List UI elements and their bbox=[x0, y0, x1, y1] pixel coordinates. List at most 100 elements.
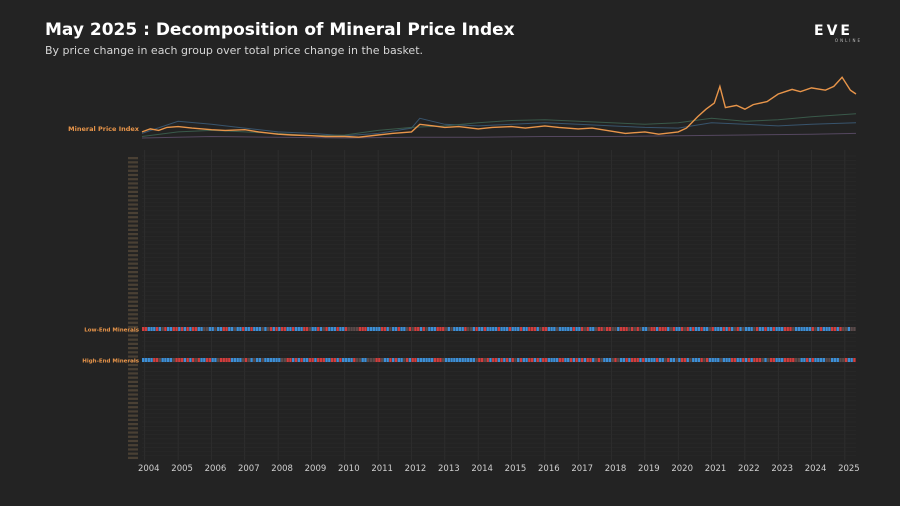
heatmap-cell bbox=[480, 327, 484, 331]
grid-layer bbox=[128, 150, 856, 460]
heatmap-cell bbox=[597, 327, 601, 331]
heatmap-cell bbox=[514, 358, 517, 362]
heatmap-cell bbox=[617, 327, 620, 331]
row-label-marker bbox=[128, 207, 138, 210]
heatmap-cell bbox=[628, 327, 631, 331]
heatmap-cell bbox=[586, 358, 589, 362]
heatmap-cell bbox=[767, 358, 770, 362]
heatmap-cell bbox=[578, 327, 581, 331]
heatmap-cell bbox=[628, 358, 631, 362]
heatmap-cell bbox=[342, 327, 345, 331]
heatmap-cell bbox=[742, 358, 745, 362]
heatmap-cell bbox=[297, 358, 300, 362]
heatmap-cell bbox=[786, 358, 789, 362]
heatmap-cell bbox=[544, 358, 548, 362]
heatmap-cell bbox=[608, 327, 612, 331]
row-label-marker bbox=[128, 216, 138, 219]
chart-title: May 2025 : Decomposition of Mineral Pric… bbox=[45, 20, 515, 40]
heatmap-cell bbox=[367, 327, 370, 331]
heatmap-cell bbox=[703, 327, 706, 331]
heatmap-cell bbox=[783, 327, 787, 331]
heatmap-cell bbox=[575, 327, 578, 331]
heatmap-cell bbox=[350, 358, 353, 362]
heatmap-cell bbox=[567, 327, 570, 331]
row-label-marker bbox=[128, 304, 138, 307]
heatmap-cell bbox=[433, 327, 437, 331]
heatmap-cell bbox=[336, 327, 339, 331]
heatmap-cell bbox=[661, 358, 664, 362]
row-label-marker bbox=[128, 456, 138, 459]
heatmap-cell bbox=[289, 358, 292, 362]
row-label-marker bbox=[128, 292, 138, 295]
heatmap-cell bbox=[580, 358, 584, 362]
heatmap-cell bbox=[739, 358, 742, 362]
heatmap-cell bbox=[836, 327, 839, 331]
x-tick-label: 2015 bbox=[505, 464, 527, 474]
heatmap-cell bbox=[689, 358, 692, 362]
heatmap-cell bbox=[594, 327, 598, 331]
heatmap-cell bbox=[428, 327, 431, 331]
heatmap-cell bbox=[850, 327, 853, 331]
heatmap-cell bbox=[644, 327, 648, 331]
heatmap-cell bbox=[767, 327, 770, 331]
heatmap-cell bbox=[780, 358, 784, 362]
heatmap-cell bbox=[605, 358, 609, 362]
group-label: Low-End Minerals bbox=[84, 328, 139, 334]
heatmap-cell bbox=[553, 358, 556, 362]
heatmap-cell bbox=[508, 327, 512, 331]
x-tick-label: 2024 bbox=[805, 464, 827, 474]
heatmap-cell bbox=[208, 358, 212, 362]
heatmap-cell bbox=[719, 358, 723, 362]
heatmap-cell bbox=[561, 358, 564, 362]
heatmap-cell bbox=[233, 358, 237, 362]
heatmap-cell bbox=[483, 327, 487, 331]
heatmap-cell bbox=[236, 358, 239, 362]
heatmap-cell bbox=[203, 358, 206, 362]
heatmap-cell bbox=[528, 358, 531, 362]
heatmap-cell bbox=[439, 327, 442, 331]
heatmap-cell bbox=[842, 327, 845, 331]
heatmap-cell bbox=[430, 327, 434, 331]
x-tick-label: 2004 bbox=[138, 464, 160, 474]
heatmap-cell bbox=[594, 358, 598, 362]
heatmap-cell bbox=[275, 358, 278, 362]
heatmap-cell bbox=[683, 327, 687, 331]
heatmap-cell bbox=[583, 327, 587, 331]
heatmap-cell bbox=[708, 358, 712, 362]
row-label-marker bbox=[128, 406, 138, 409]
heatmap-cell bbox=[447, 327, 450, 331]
heatmap-cell bbox=[272, 358, 275, 362]
heatmap-cell bbox=[333, 358, 337, 362]
heatmap-cell bbox=[655, 358, 659, 362]
heatmap-cell bbox=[475, 358, 478, 362]
heatmap-cell bbox=[442, 358, 445, 362]
heatmap-cell bbox=[389, 327, 392, 331]
row-label-marker bbox=[128, 195, 138, 198]
heatmap-cell bbox=[494, 327, 498, 331]
heatmap-cell bbox=[353, 327, 356, 331]
heatmap-rows: Low-End Minerals High-End Minerals bbox=[82, 327, 856, 365]
heatmap-cell bbox=[358, 327, 362, 331]
heatmap-cell bbox=[844, 327, 848, 331]
heatmap-cell bbox=[614, 358, 617, 362]
heatmap-cell bbox=[492, 327, 495, 331]
row-label-marker bbox=[128, 169, 138, 172]
row-label-marker bbox=[128, 427, 138, 430]
heatmap-cell bbox=[155, 327, 159, 331]
heatmap-cell bbox=[700, 327, 703, 331]
heatmap-cell bbox=[425, 327, 428, 331]
row-label-marker bbox=[128, 296, 138, 299]
row-label-marker bbox=[128, 173, 138, 177]
heatmap-cell bbox=[492, 358, 495, 362]
row-label-marker bbox=[128, 435, 138, 438]
row-label-marker bbox=[128, 401, 138, 405]
x-tick-label: 2016 bbox=[538, 464, 560, 474]
heatmap-cell bbox=[544, 327, 548, 331]
heatmap-cell bbox=[655, 327, 659, 331]
heatmap-cell bbox=[339, 327, 342, 331]
heatmap-cell bbox=[203, 327, 206, 331]
heatmap-cell bbox=[222, 358, 225, 362]
row-label-marker bbox=[128, 266, 138, 269]
heatmap-cell bbox=[147, 327, 150, 331]
heatmap-cell bbox=[711, 327, 714, 331]
